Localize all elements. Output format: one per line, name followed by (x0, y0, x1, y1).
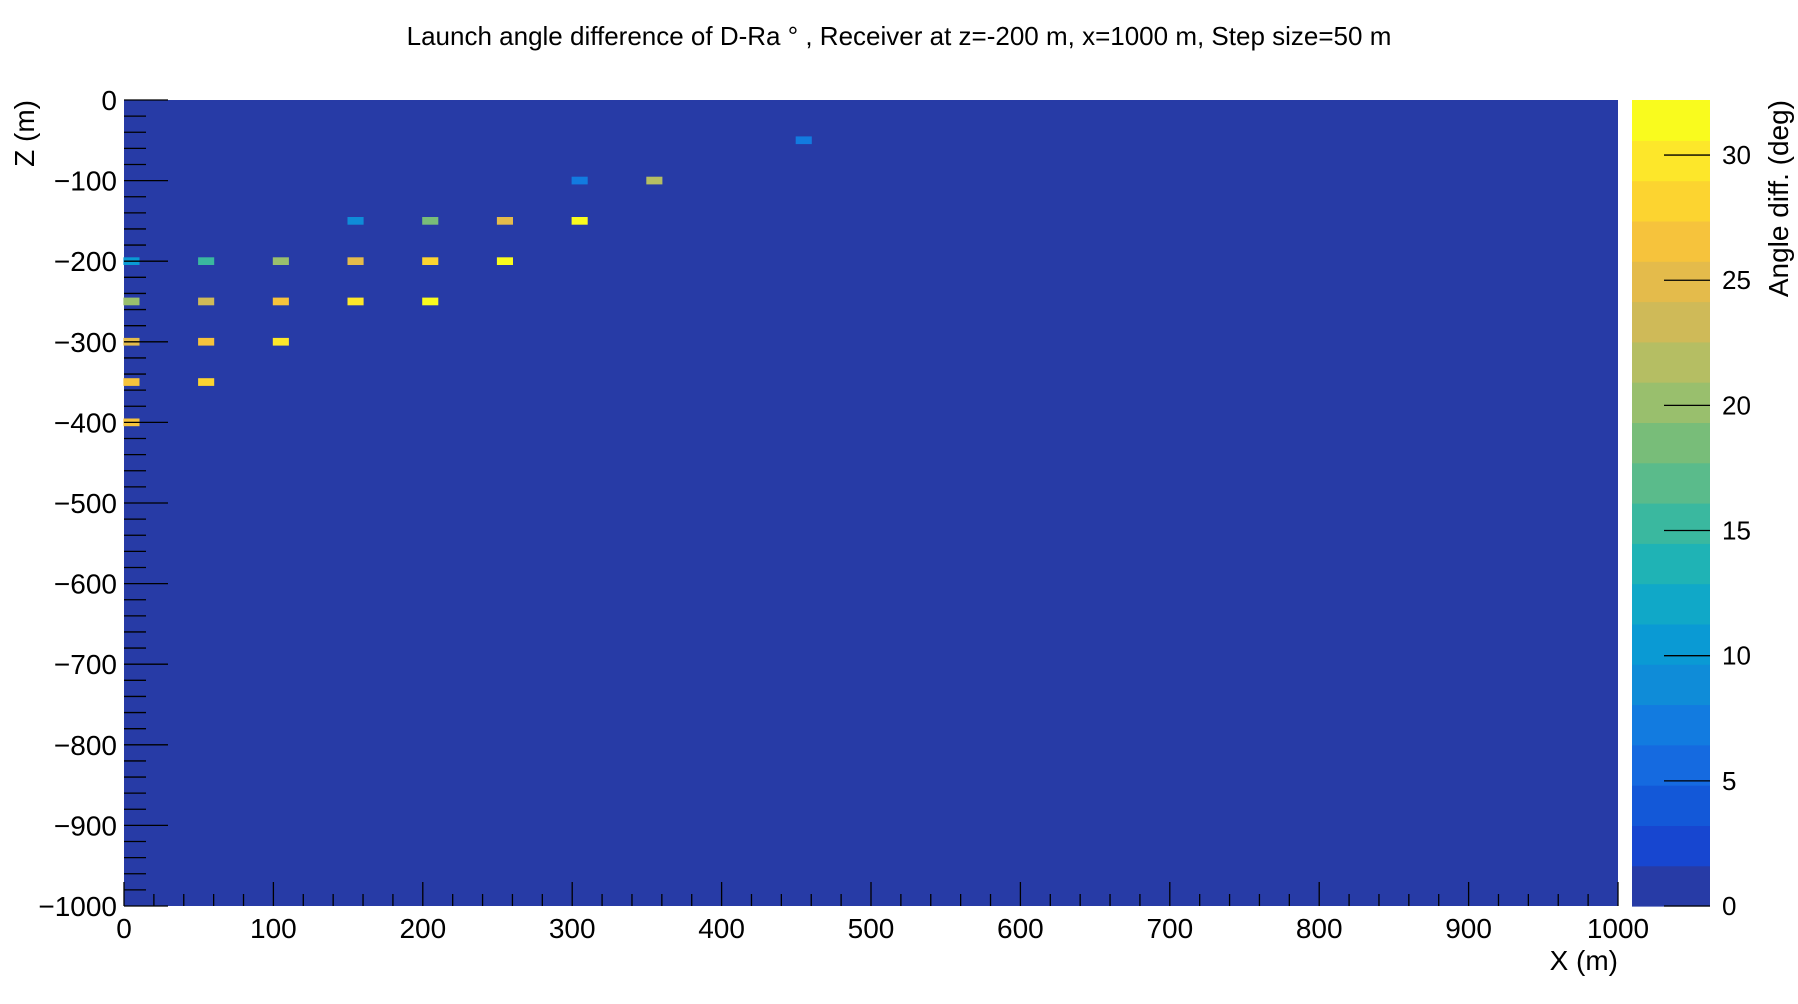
color-scale-tick-label: 15 (1722, 516, 1751, 546)
heatmap-cell (198, 378, 215, 386)
heatmap-cell (198, 337, 215, 346)
color-scale-tick-label: 0 (1722, 891, 1736, 921)
color-scale-band (1632, 100, 1710, 141)
heatmap-cell (496, 257, 513, 265)
color-scale-tick-label: 5 (1722, 766, 1736, 796)
y-tick-label: −900 (54, 810, 117, 841)
x-axis-tick-labels: 0 100 200 300 400 500 600 700 800 900 1000 (116, 913, 1649, 944)
y-tick-label: −800 (54, 730, 117, 761)
heatmap-cell (272, 297, 289, 306)
y-tick-label: −400 (54, 407, 117, 438)
x-tick-label: 200 (399, 913, 446, 944)
x-tick-label: 600 (997, 913, 1044, 944)
y-tick-label: −700 (54, 649, 117, 680)
x-axis-label: X (m) (1550, 945, 1618, 976)
heatmap-cell (795, 136, 812, 145)
color-scale-band (1632, 341, 1710, 383)
x-tick-label: 300 (549, 913, 596, 944)
x-tick-label: 900 (1445, 913, 1492, 944)
color-scale-tick-label: 10 (1722, 641, 1751, 671)
y-tick-label: −100 (54, 166, 117, 197)
color-scale-band (1632, 422, 1710, 464)
color-scale-band (1632, 785, 1710, 826)
heatmap-cell (422, 257, 439, 265)
color-scale-bands (1632, 100, 1710, 907)
color-scale-band (1632, 583, 1710, 625)
color-scale-tick-label: 20 (1722, 390, 1751, 420)
x-tick-label: 1000 (1587, 913, 1649, 944)
heatmap-cell (272, 337, 289, 346)
heatmap-cell (198, 257, 215, 265)
y-axis-label: Z (m) (9, 100, 40, 167)
heatmap-background (124, 100, 1618, 906)
y-axis-tick-labels: 0 −100 −200 −300 −400 −500 −600 −700 −800 −900 −10… (38, 85, 117, 922)
color-scale-ticks (1664, 154, 1710, 907)
x-tick-label: 700 (1146, 913, 1193, 944)
x-tick-label: 0 (116, 913, 132, 944)
color-scale-band (1632, 140, 1710, 182)
heatmap-cell (123, 378, 140, 386)
color-scale-tick-label: 25 (1722, 265, 1751, 295)
heatmap-cell (571, 217, 588, 225)
heatmap-cell (347, 257, 364, 265)
y-tick-label: −600 (54, 569, 117, 600)
color-scale-band (1632, 261, 1710, 303)
heatmap-cell (347, 217, 364, 225)
heatmap-cell (272, 257, 289, 265)
y-tick-label: −1000 (38, 891, 117, 922)
heatmap-cell (123, 297, 140, 306)
color-scale-band (1632, 623, 1710, 665)
plot-area (123, 99, 1619, 907)
x-tick-label: 400 (698, 913, 745, 944)
y-tick-label: 0 (101, 85, 117, 116)
color-scale-band (1632, 865, 1710, 907)
color-scale-band (1632, 503, 1710, 544)
color-scale-band (1632, 543, 1710, 585)
heatmap-cell (646, 176, 663, 185)
color-scale-label: Angle diff. (deg) (1763, 100, 1794, 297)
y-tick-label: −200 (54, 246, 117, 277)
heatmap-cell (347, 297, 364, 306)
heatmap-cell (571, 176, 588, 185)
color-scale-band (1632, 462, 1710, 504)
color-scale-band (1632, 180, 1710, 222)
color-scale-band (1632, 664, 1710, 706)
chart-title: Launch angle difference of D-Ra ° , Rece… (407, 21, 1392, 51)
color-scale-band (1632, 704, 1710, 746)
color-scale-band (1632, 220, 1710, 262)
color-scale-band (1632, 301, 1710, 343)
color-scale-band (1632, 382, 1710, 423)
color-scale-tick-labels: 0 5 10 15 20 25 30 (1722, 140, 1751, 921)
x-tick-label: 100 (250, 913, 297, 944)
color-scale-band (1632, 825, 1710, 867)
color-scale-tick-label: 30 (1722, 140, 1751, 170)
heatmap-cell (198, 297, 215, 306)
heatmap-cell (422, 297, 439, 306)
heatmap-cell (496, 217, 513, 225)
y-tick-label: −300 (54, 327, 117, 358)
color-scale-bar: 0 5 10 15 20 25 30 (1632, 100, 1751, 921)
heatmap-cell (422, 217, 439, 225)
x-tick-label: 800 (1296, 913, 1343, 944)
x-tick-label: 500 (848, 913, 895, 944)
y-tick-label: −500 (54, 488, 117, 519)
axis-ticks (123, 99, 1619, 907)
color-scale-band (1632, 744, 1710, 786)
